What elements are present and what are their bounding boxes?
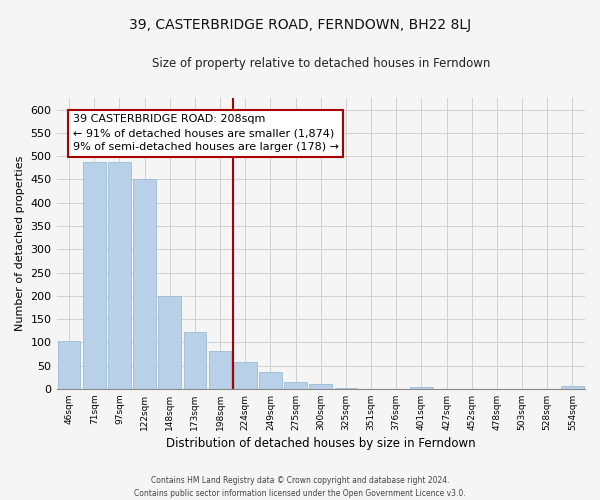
Text: 39 CASTERBRIDGE ROAD: 208sqm
← 91% of detached houses are smaller (1,874)
9% of : 39 CASTERBRIDGE ROAD: 208sqm ← 91% of de…	[73, 114, 339, 152]
Bar	[234, 362, 257, 389]
Bar	[209, 350, 232, 389]
Bar	[310, 384, 332, 389]
Bar	[335, 388, 357, 389]
Text: Contains HM Land Registry data © Crown copyright and database right 2024.
Contai: Contains HM Land Registry data © Crown c…	[134, 476, 466, 498]
Y-axis label: Number of detached properties: Number of detached properties	[15, 156, 25, 331]
Bar	[184, 332, 206, 389]
Bar	[259, 372, 282, 389]
Bar	[561, 386, 584, 389]
Bar	[133, 180, 156, 389]
Bar	[108, 162, 131, 389]
Bar	[410, 387, 433, 389]
X-axis label: Distribution of detached houses by size in Ferndown: Distribution of detached houses by size …	[166, 437, 476, 450]
Bar	[58, 341, 80, 389]
Bar	[83, 162, 106, 389]
Text: 39, CASTERBRIDGE ROAD, FERNDOWN, BH22 8LJ: 39, CASTERBRIDGE ROAD, FERNDOWN, BH22 8L…	[129, 18, 471, 32]
Bar	[284, 382, 307, 389]
Title: Size of property relative to detached houses in Ferndown: Size of property relative to detached ho…	[152, 58, 490, 70]
Bar	[158, 296, 181, 389]
